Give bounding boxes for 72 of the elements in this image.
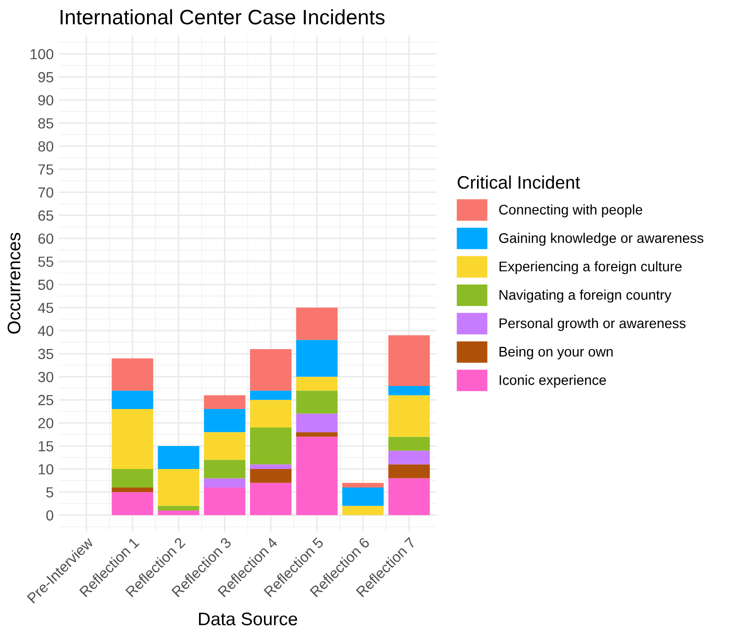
bar: [250, 390, 292, 400]
y-tick-label: 25: [38, 394, 54, 406]
bar: [204, 409, 246, 432]
y-tick-label: 10: [38, 464, 54, 474]
bar: [112, 390, 154, 410]
y-tick-label: 30: [38, 372, 54, 382]
y-tick-label: 100: [30, 48, 54, 60]
y-tick-label: 45: [38, 302, 54, 314]
y-tick-label: 80: [38, 141, 54, 152]
bar: [112, 358, 154, 391]
bar: [112, 487, 154, 492]
y-tick-label: 65: [38, 210, 54, 221]
bar: [158, 469, 200, 506]
chart-title: International Center Case Incidents: [60, 9, 385, 25]
bar: [250, 469, 292, 483]
bar: [296, 414, 338, 432]
bar: [112, 409, 154, 470]
legend-label: Gaining knowledge or awareness: [499, 232, 704, 246]
bar: [342, 487, 384, 506]
bar: [204, 478, 246, 488]
bar: [388, 478, 430, 516]
legend-label: Connecting with people: [499, 204, 642, 218]
bar: [250, 482, 292, 516]
bar: [342, 506, 384, 516]
y-tick-label: 20: [38, 418, 54, 428]
y-axis-title: Occurrences: [8, 232, 20, 334]
x-axis-title: Data Source: [199, 612, 298, 626]
y-tick-label: 70: [38, 187, 54, 198]
bar: [342, 482, 384, 488]
legend-label: Experiencing a foreign culture: [500, 261, 682, 274]
bar: [158, 510, 200, 516]
bar: [204, 432, 246, 460]
bar: [388, 436, 430, 451]
bar: [204, 460, 246, 478]
bar: [112, 492, 154, 516]
legend-label: Navigating a foreign country: [500, 290, 672, 303]
y-tick-label: 55: [38, 256, 54, 267]
bar: [296, 376, 338, 391]
bar: [250, 464, 292, 470]
y-tick-label: 0: [46, 510, 54, 521]
bar: [388, 335, 430, 386]
bar: [250, 428, 292, 464]
bar: [158, 446, 200, 470]
bar: [388, 395, 430, 437]
y-tick-label: 75: [38, 164, 54, 175]
bar: [112, 469, 154, 488]
bar: [158, 506, 200, 511]
legend-title: Critical Incident: [458, 176, 580, 189]
y-tick-label: 5: [46, 487, 54, 498]
bar: [204, 395, 246, 410]
legend-label: Personal growth or awareness: [500, 318, 686, 331]
y-tick-label: 15: [38, 441, 54, 452]
y-tick-label: 40: [38, 326, 54, 336]
bar: [204, 487, 246, 516]
y-tick-label: 90: [38, 95, 54, 106]
bar: [296, 308, 338, 340]
bar: [388, 450, 430, 464]
bar: [388, 386, 430, 396]
legend-label: Being on your own: [500, 346, 613, 360]
y-tick-label: 85: [38, 118, 54, 128]
bar: [296, 340, 338, 377]
legend-label: Iconic experience: [500, 374, 606, 388]
bar: [296, 432, 338, 437]
y-tick-label: 60: [38, 233, 54, 244]
bar: [388, 464, 430, 478]
bar: [250, 400, 292, 428]
y-tick-label: 35: [38, 348, 54, 360]
y-tick-label: 50: [38, 280, 54, 290]
bar: [296, 436, 338, 516]
y-tick-label: 95: [38, 72, 54, 82]
bar: [250, 349, 292, 391]
bar: [296, 390, 338, 414]
